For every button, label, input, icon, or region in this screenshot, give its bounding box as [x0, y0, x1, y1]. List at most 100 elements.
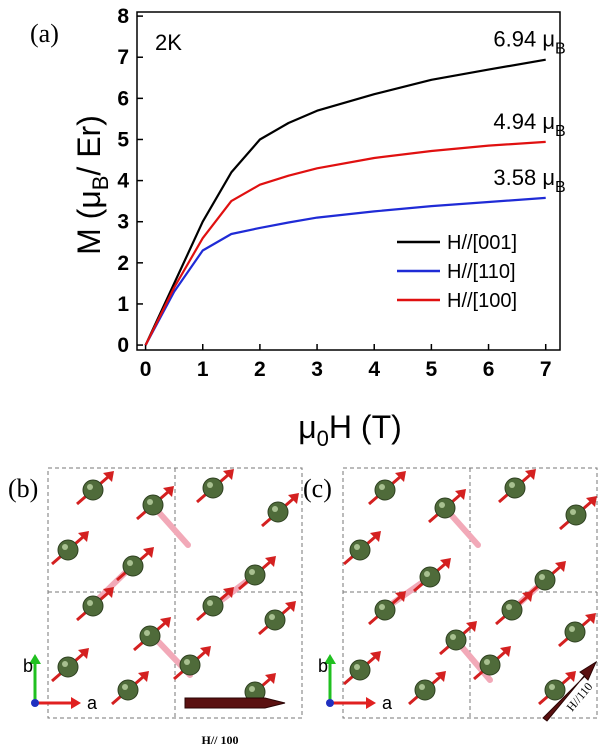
y-label-part: / Er)	[71, 115, 107, 175]
atom-highlight	[569, 626, 575, 632]
spin-arrow-head	[522, 591, 533, 602]
er-atom	[419, 566, 441, 588]
spin-arrow-head	[78, 648, 89, 659]
x-tick-label: 4	[368, 358, 380, 381]
er-atom	[267, 501, 289, 523]
field-label: H//110	[564, 680, 596, 714]
y-tick-label: 3	[117, 211, 129, 234]
spin-arrow-head	[78, 531, 89, 542]
x-axis-label: μ0H (T)	[298, 409, 402, 451]
spin-arrow-head	[265, 556, 276, 567]
atom-highlight	[62, 661, 68, 667]
y-tick-label: 7	[117, 46, 129, 69]
spin-arrow-head	[585, 613, 596, 624]
atom-highlight	[424, 571, 430, 577]
er-atom	[504, 477, 526, 499]
x-tick-label: 3	[311, 358, 323, 381]
axis-b-label: b	[318, 656, 328, 676]
atom-highlight	[439, 502, 445, 508]
x-tick-label: 5	[426, 358, 438, 381]
er-atom	[349, 659, 371, 681]
annotation-sub: B	[555, 41, 566, 58]
y-tick-label: 4	[117, 170, 129, 193]
spin-arrow-head	[223, 587, 234, 598]
axis-b-head	[29, 654, 41, 664]
spin-arrow-head	[395, 591, 406, 602]
y-tick-label: 0	[117, 334, 129, 357]
er-atom	[57, 539, 79, 561]
spin-arrow-head	[370, 651, 381, 662]
bond	[152, 505, 191, 548]
atom-highlight	[147, 499, 153, 505]
atom-highlight	[184, 659, 190, 665]
legend: H//[001] H//[110] H//[100]	[397, 232, 517, 312]
panel-label: (b)	[8, 474, 38, 503]
structure-panels: (b) b a H// 100 (c) b a H//110	[8, 467, 598, 747]
er-atom	[564, 621, 586, 643]
er-atom	[142, 494, 164, 516]
annotation: 4.94 μB	[493, 109, 565, 140]
er-atom	[374, 599, 396, 621]
annotation: 6.94 μB	[493, 27, 565, 58]
legend-label: H//[110]	[447, 261, 516, 283]
atom-highlight	[269, 614, 275, 620]
axis-a-head	[366, 697, 376, 709]
er-atom	[82, 595, 104, 617]
atom-highlight	[87, 600, 93, 606]
atom-highlight	[506, 604, 512, 610]
field-arrow	[542, 660, 598, 722]
er-atom	[202, 477, 224, 499]
x-label-part: H (T)	[329, 409, 402, 445]
y-label-part: M (μ	[71, 190, 107, 255]
spin-arrow-head	[370, 531, 381, 542]
annotation-sub: B	[555, 123, 566, 140]
atom-highlight	[249, 569, 255, 575]
y-label-sub: B	[88, 176, 113, 191]
atom-highlight	[354, 544, 360, 550]
atom-highlight	[509, 482, 515, 488]
panel-label: (a)	[30, 19, 59, 48]
atom-highlight	[549, 684, 555, 690]
er-atom	[445, 629, 467, 651]
atom-highlight	[419, 684, 425, 690]
y-tick-label: 8	[117, 5, 129, 28]
x-label-part: μ	[298, 409, 316, 445]
er-atom	[501, 599, 523, 621]
atom-highlight	[539, 574, 545, 580]
er-atom	[244, 564, 266, 586]
spin-arrow-head	[143, 547, 154, 558]
spin-arrow-head	[565, 671, 576, 682]
data-line	[144, 140, 546, 346]
x-label-sub: 0	[317, 426, 329, 451]
spin-arrow-head	[440, 558, 451, 569]
er-atom	[565, 504, 587, 526]
er-atom	[349, 539, 371, 561]
atom-highlight	[570, 509, 576, 515]
atom-highlight	[207, 482, 213, 488]
spin-arrow-head	[138, 671, 149, 682]
er-atom	[374, 479, 396, 501]
atom-highlight	[207, 600, 213, 606]
spin-arrow-head	[466, 621, 477, 632]
temperature-label: 2K	[155, 30, 182, 55]
er-atom	[139, 625, 161, 647]
atom-highlight	[379, 484, 385, 490]
data-line	[144, 196, 546, 346]
spin-arrow-head	[586, 496, 597, 507]
er-atom	[57, 656, 79, 678]
axis-b-label: b	[23, 656, 33, 676]
spin-arrow-head	[525, 469, 536, 480]
spin-arrow-head	[103, 587, 114, 598]
atom-highlight	[379, 604, 385, 610]
annotation-text: 4.94 μ	[493, 109, 555, 134]
atom-highlight	[87, 484, 93, 490]
spin-arrow-head	[200, 646, 211, 657]
plot: 0 1 2 3 4 5 6 7 0 1 2 3 4 5 6 7 8 H//[001] H//[110] H//[100…	[117, 5, 565, 381]
spin-arrow-head	[103, 471, 114, 482]
y-tick-label: 2	[117, 252, 129, 275]
axis-a-label: a	[382, 693, 393, 713]
y-tick-label: 6	[117, 87, 129, 110]
atom-highlight	[249, 686, 255, 692]
y-tick-label: 5	[117, 128, 129, 151]
